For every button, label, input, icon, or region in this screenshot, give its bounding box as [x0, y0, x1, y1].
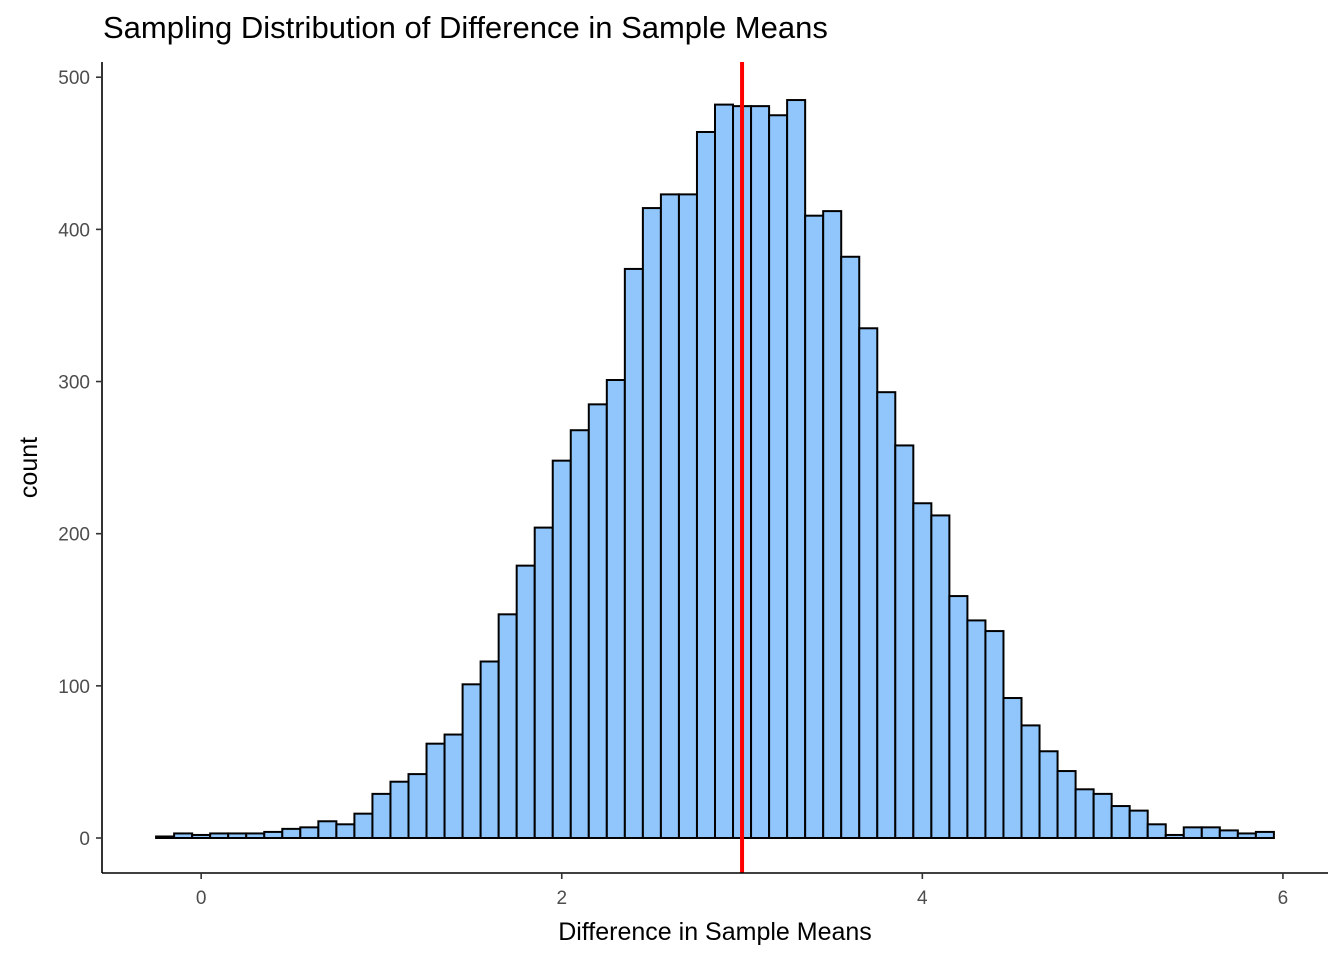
histogram-bar	[912, 502, 933, 840]
histogram-bar	[1236, 832, 1257, 840]
histogram-bar	[281, 827, 302, 839]
histogram-bar	[335, 823, 356, 839]
histogram-bar	[173, 832, 194, 840]
histogram-bar	[1128, 809, 1149, 840]
x-tick-label: 0	[196, 888, 207, 909]
chart-title: Sampling Distribution of Difference in S…	[103, 10, 828, 45]
histogram-bars	[155, 99, 1275, 840]
histogram-bar	[263, 830, 284, 840]
y-tick-label: 0	[79, 829, 90, 850]
x-tick-label: 6	[1278, 888, 1289, 909]
histogram-bar	[353, 812, 374, 840]
x-tick-label: 4	[917, 888, 928, 909]
histogram-bar	[1056, 770, 1077, 839]
histogram-bar	[894, 444, 915, 840]
histogram-bar	[948, 595, 969, 839]
histogram-bar	[1038, 750, 1059, 840]
histogram-bar	[930, 514, 951, 839]
histogram-bar	[1218, 829, 1239, 840]
y-tick-label: 500	[58, 68, 90, 89]
y-tick-label: 300	[58, 373, 90, 394]
histogram-bar	[515, 564, 536, 839]
histogram-bar	[840, 255, 861, 839]
histogram-bar	[569, 429, 590, 839]
histogram-bar	[389, 780, 410, 840]
x-tick-label: 2	[556, 888, 567, 909]
y-tick-label: 400	[58, 220, 90, 241]
x-axis: 0 2 4 6	[102, 872, 1328, 909]
histogram-bar	[1182, 826, 1203, 839]
histogram-bar	[1092, 792, 1113, 840]
histogram-bar	[641, 207, 662, 839]
histogram-bar	[533, 526, 554, 839]
histogram-bar	[822, 210, 843, 840]
histogram-bar	[1200, 826, 1221, 839]
histogram-bar	[425, 742, 446, 840]
histogram-bar	[1146, 823, 1167, 839]
histogram-bar	[245, 832, 266, 840]
histogram-bar	[714, 103, 735, 840]
histogram-bar	[605, 379, 626, 839]
y-axis-title: count	[15, 437, 43, 498]
histogram-bar	[750, 105, 771, 840]
histogram-bar	[966, 619, 987, 840]
histogram-bar	[677, 193, 698, 840]
histogram-bar	[371, 792, 392, 840]
histogram-bar	[858, 327, 879, 840]
y-tick-label: 100	[58, 677, 90, 698]
histogram-bar	[1020, 724, 1041, 840]
histogram-bar	[191, 833, 212, 840]
histogram-bar	[443, 733, 464, 840]
histogram-bar	[876, 391, 897, 839]
histogram-bar	[786, 99, 807, 840]
y-axis: 0 100 200 300 400 500	[58, 62, 103, 873]
histogram-bar	[1002, 697, 1023, 840]
histogram-bar	[768, 114, 789, 840]
histogram-bar	[804, 214, 825, 839]
histogram-bar	[551, 459, 572, 839]
histogram-bar	[1254, 830, 1275, 840]
histogram-bar	[1164, 833, 1185, 840]
histogram-bar	[587, 403, 608, 839]
histogram-bar	[497, 613, 518, 840]
histogram-bar	[407, 773, 428, 840]
histogram-bar	[659, 193, 680, 840]
histogram-bar	[317, 820, 338, 840]
x-axis-title: Difference in Sample Means	[558, 918, 872, 946]
histogram-bar	[695, 130, 716, 840]
histogram-bar	[299, 826, 320, 839]
histogram-bar	[1110, 805, 1131, 839]
histogram-bar	[461, 683, 482, 839]
y-tick-label: 200	[58, 525, 90, 546]
histogram-bar	[479, 660, 500, 839]
histogram-bar	[155, 835, 176, 839]
histogram-bar	[623, 267, 644, 839]
histogram-bar	[984, 630, 1005, 839]
histogram-bar	[1074, 788, 1095, 839]
histogram-bar	[209, 832, 230, 840]
histogram-bar	[227, 832, 248, 840]
